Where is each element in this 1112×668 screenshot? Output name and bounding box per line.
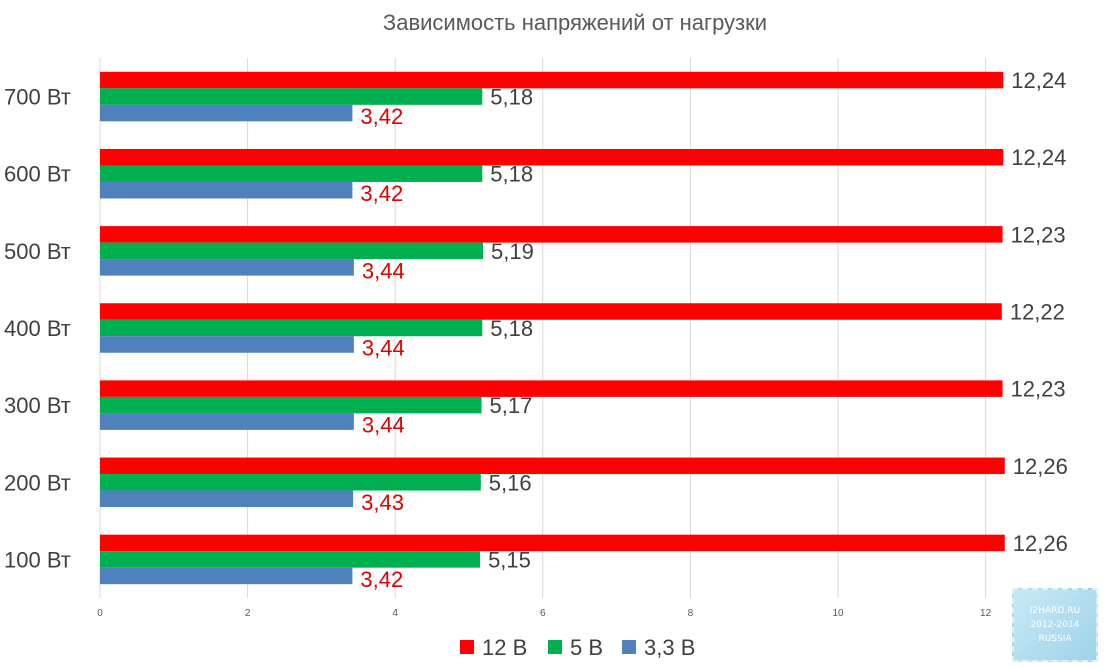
bar-5v xyxy=(100,396,482,414)
bar-3v3 xyxy=(100,336,354,353)
x-tick-label: 0 xyxy=(97,608,103,619)
data-label: 12,26 xyxy=(1013,531,1068,556)
labels-group: 100 Вт 12,26 5,15 3,42 200 Вт 12,26 5,16 3,43 30… xyxy=(4,68,1068,592)
category-label: 600 Вт xyxy=(4,162,71,187)
legend-swatch xyxy=(460,640,474,654)
x-tick-label: 10 xyxy=(832,608,844,619)
data-label: 3,42 xyxy=(360,181,403,206)
bar-5v xyxy=(100,165,483,182)
bar-3v3 xyxy=(100,181,353,199)
legend: 12 В 5 В 3,3 В xyxy=(460,635,695,660)
x-tick-label: 2 xyxy=(245,608,251,619)
watermark-line-2: 2012-2014 xyxy=(1030,620,1080,630)
legend-label: 5 В xyxy=(570,635,603,660)
data-label: 3,44 xyxy=(362,258,405,283)
bar-12v xyxy=(100,457,1005,475)
bar-5v xyxy=(100,551,481,568)
bar-12v xyxy=(100,303,1002,320)
category-label: 700 Вт xyxy=(4,85,71,110)
data-label: 5,19 xyxy=(491,239,534,264)
category-label: 200 Вт xyxy=(4,470,71,495)
category-label: 400 Вт xyxy=(4,316,71,341)
bars-group xyxy=(100,71,1005,585)
data-label: 12,22 xyxy=(1010,300,1065,325)
data-label: 5,18 xyxy=(490,85,533,110)
watermark-line-1: I2HARD.RU xyxy=(1029,606,1081,616)
data-label: 3,42 xyxy=(360,104,403,129)
legend-label: 3,3 В xyxy=(644,635,695,660)
watermark-badge: I2HARD.RU 2012-2014 RUSSIA xyxy=(1012,588,1098,662)
legend-swatch xyxy=(622,640,636,654)
bar-5v xyxy=(100,319,483,337)
bar-3v3 xyxy=(100,413,354,430)
bar-3v3 xyxy=(100,259,354,276)
bar-5v xyxy=(100,88,483,105)
bar-5v xyxy=(100,242,484,260)
data-label: 12,24 xyxy=(1011,68,1066,93)
data-label: 5,18 xyxy=(490,316,533,341)
legend-swatch xyxy=(548,640,562,654)
x-tick-label: 4 xyxy=(392,608,398,619)
bar-3v3 xyxy=(100,104,353,122)
category-label: 300 Вт xyxy=(4,393,71,418)
bar-12v xyxy=(100,226,1003,243)
watermark-line-3: RUSSIA xyxy=(1038,634,1072,644)
data-label: 12,23 xyxy=(1011,222,1066,247)
data-label: 12,26 xyxy=(1013,454,1068,479)
data-label: 3,42 xyxy=(360,567,403,592)
data-label: 3,43 xyxy=(361,490,404,515)
data-label: 5,18 xyxy=(490,162,533,187)
data-label: 5,17 xyxy=(490,393,533,418)
bar-5v xyxy=(100,474,481,491)
bar-12v xyxy=(100,71,1004,89)
category-label: 100 Вт xyxy=(4,547,71,572)
bar-3v3 xyxy=(100,567,353,585)
data-label: 12,23 xyxy=(1011,377,1066,402)
bar-12v xyxy=(100,534,1005,552)
data-label: 12,24 xyxy=(1011,145,1066,170)
legend-label: 12 В xyxy=(482,635,527,660)
category-label: 500 Вт xyxy=(4,239,71,264)
chart-title: Зависимость напряжений от нагрузки xyxy=(383,10,767,35)
data-label: 5,16 xyxy=(489,470,532,495)
data-label: 3,44 xyxy=(362,336,405,361)
bar-3v3 xyxy=(100,490,354,508)
bar-12v xyxy=(100,148,1004,166)
x-tick-label: 8 xyxy=(688,608,694,619)
bar-12v xyxy=(100,380,1003,397)
data-label: 3,44 xyxy=(362,413,405,438)
x-tick-label: 6 xyxy=(540,608,546,619)
data-label: 5,15 xyxy=(488,547,531,572)
x-tick-label: 12 xyxy=(980,608,992,619)
